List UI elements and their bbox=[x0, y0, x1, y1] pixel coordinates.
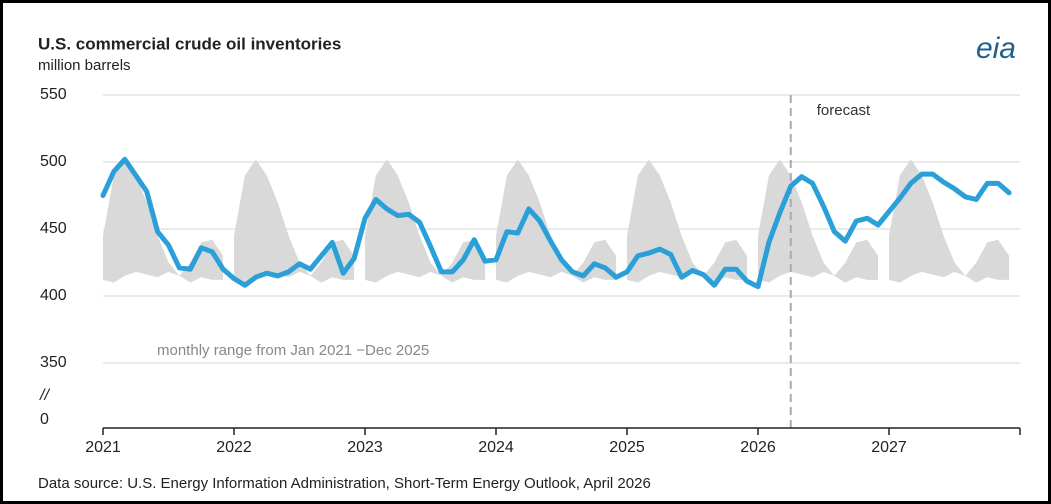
x-tick-label: 2021 bbox=[85, 439, 121, 456]
range-band bbox=[103, 159, 224, 283]
annotation: forecast bbox=[817, 102, 871, 119]
y-tick-label: 350 bbox=[40, 354, 67, 371]
x-tick-label: 2023 bbox=[347, 439, 383, 456]
x-tick-label: 2025 bbox=[609, 439, 645, 456]
source-note: Data source: U.S. Energy Information Adm… bbox=[38, 475, 651, 492]
x-tick-label: 2022 bbox=[216, 439, 252, 456]
y-tick-label: 500 bbox=[40, 153, 67, 170]
series-line bbox=[100, 156, 1012, 290]
y-tick-label: 400 bbox=[40, 287, 67, 304]
x-tick-label: 2027 bbox=[871, 439, 907, 456]
chart-subtitle: million barrels bbox=[38, 57, 131, 74]
axis-break: // bbox=[39, 387, 50, 404]
range-band bbox=[496, 159, 617, 283]
logo: eia bbox=[976, 32, 1016, 65]
range-band bbox=[889, 159, 1010, 283]
y-tick-label: 0 bbox=[40, 411, 49, 428]
x-tick-label: 2026 bbox=[740, 439, 776, 456]
chart-title: U.S. commercial crude oil inventories bbox=[38, 34, 341, 53]
y-tick-label: 450 bbox=[40, 220, 67, 237]
x-tick-label: 2024 bbox=[478, 439, 514, 456]
range-band bbox=[234, 159, 355, 283]
range-band bbox=[365, 159, 486, 283]
y-tick-label: 550 bbox=[40, 86, 67, 103]
range-label: monthly range from Jan 2021 −Dec 2025 bbox=[157, 342, 429, 359]
